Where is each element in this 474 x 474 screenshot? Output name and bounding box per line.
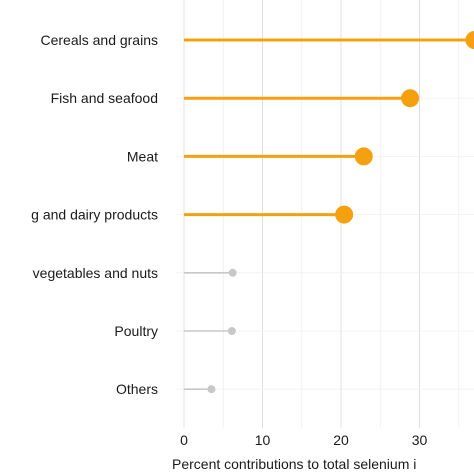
lollipop-dot — [227, 327, 236, 335]
category-label: Poultry — [114, 323, 158, 339]
lollipop-dot — [228, 268, 237, 277]
x-tick-label: 10 — [255, 432, 271, 448]
category-label: Cereals and grains — [40, 32, 158, 48]
category-label: Fish and seafood — [51, 90, 158, 106]
lollipop-dot — [354, 147, 373, 166]
x-axis-title: Percent contributions to total selenium … — [172, 456, 416, 472]
x-tick-labels: 0 10 20 30 — [180, 432, 427, 448]
lollipop-dot — [335, 205, 354, 224]
category-label: g and dairy products — [31, 207, 158, 223]
lollipop-dot — [465, 31, 474, 49]
category-labels: Cereals and grains Fish and seafood Meat g … — [31, 32, 158, 397]
x-tick-label: 20 — [333, 432, 349, 448]
lollipop-dots — [207, 31, 474, 394]
lollipop-dot — [207, 385, 216, 394]
lollipop-dot — [401, 89, 420, 108]
category-label: Meat — [127, 148, 158, 164]
x-tick-label: 30 — [412, 432, 428, 448]
lollipop-stems — [184, 38, 474, 391]
category-label: vegetables and nuts — [33, 265, 158, 281]
category-label: Others — [116, 381, 158, 397]
x-tick-label: 0 — [180, 432, 188, 448]
